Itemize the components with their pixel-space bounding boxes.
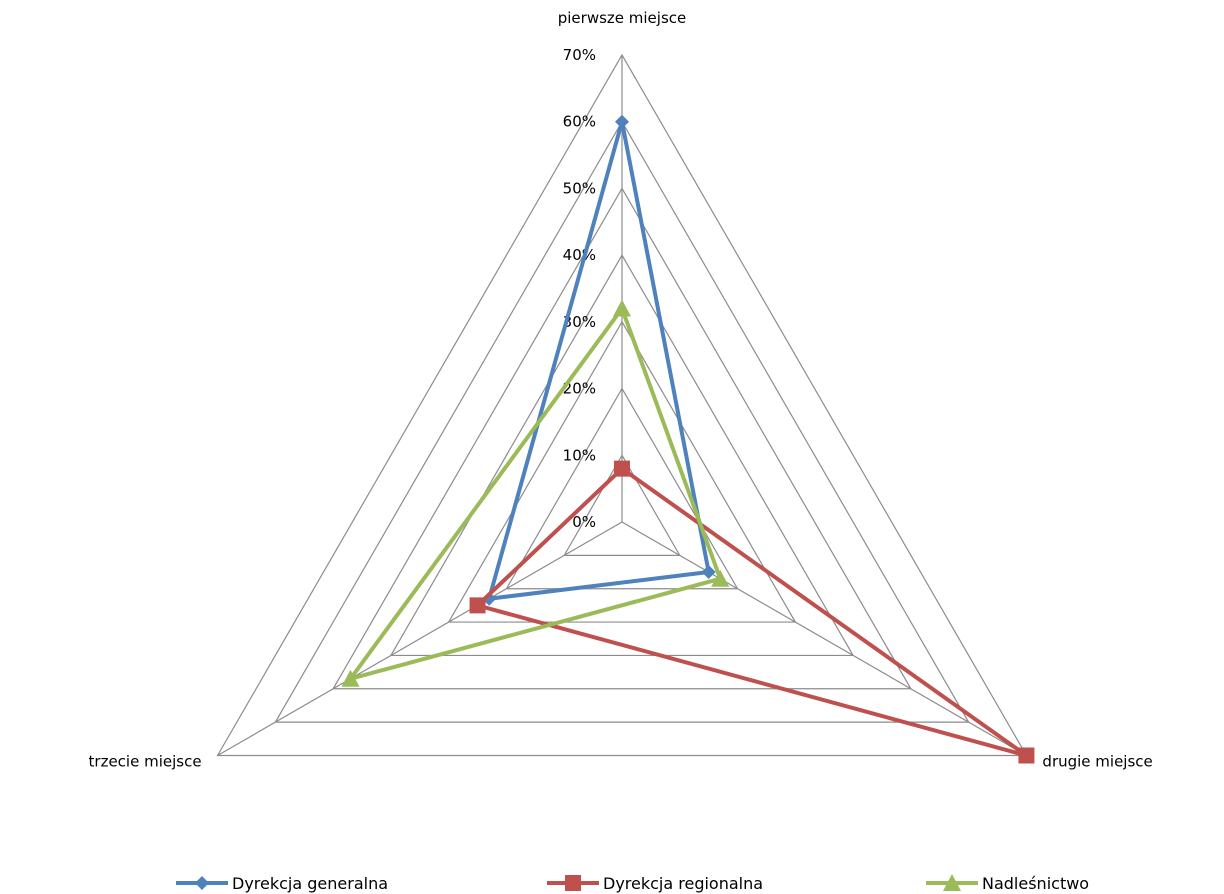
axis-label-left: trzecie miejsce xyxy=(89,753,202,771)
tick-label: 50% xyxy=(563,179,596,197)
grid-ring xyxy=(216,53,1028,757)
tick-label: 40% xyxy=(563,246,596,264)
legend: Dyrekcja generalna Dyrekcja regionalna Nad… xyxy=(176,874,1089,893)
tick-label: 30% xyxy=(563,313,596,331)
data-point-marker xyxy=(614,460,630,477)
grid-ring xyxy=(447,320,797,623)
grid-ring xyxy=(505,387,739,590)
legend-label: Dyrekcja regionalna xyxy=(603,874,763,893)
series-nadleśnictwo xyxy=(341,299,730,687)
legend-item: Dyrekcja regionalna xyxy=(547,874,763,893)
data-point-marker xyxy=(613,299,631,317)
grid-spoke xyxy=(621,521,1027,757)
grid-spoke xyxy=(217,521,623,757)
series-line xyxy=(473,466,1028,758)
axis-label-right: drugie miejsce xyxy=(1042,753,1152,771)
legend-label: Dyrekcja generalna xyxy=(232,874,388,893)
axis-label-top: pierwsze miejsce xyxy=(558,9,687,27)
series-dyrekcja-generalna xyxy=(482,114,716,606)
data-point-marker xyxy=(615,114,629,129)
series-line xyxy=(345,304,723,683)
series-dyrekcja-regionalna xyxy=(469,460,1035,764)
data-point-marker xyxy=(943,874,961,891)
grid-ring xyxy=(332,187,912,690)
grid-ring xyxy=(563,454,681,556)
tick-label: 0% xyxy=(572,513,596,531)
legend-item: Nadleśnictwo xyxy=(926,874,1089,893)
tick-label: 10% xyxy=(563,446,596,464)
tick-label: 70% xyxy=(563,46,596,64)
grid-ring xyxy=(389,253,855,657)
data-point-marker xyxy=(565,875,581,891)
legend-item: Dyrekcja generalna xyxy=(176,874,388,893)
radial-tick-labels: 0% 10% 20% 30% 40% 50% 60% 70% xyxy=(563,46,596,531)
grid-ring xyxy=(274,120,970,723)
data-point-marker xyxy=(711,569,730,587)
series xyxy=(341,114,1035,764)
tick-label: 20% xyxy=(563,380,596,398)
grid xyxy=(216,53,1028,757)
tick-label: 60% xyxy=(563,113,596,131)
data-point-marker xyxy=(1018,747,1035,764)
data-point-marker xyxy=(195,876,209,890)
data-point-marker xyxy=(701,565,716,580)
series-line xyxy=(486,121,712,602)
data-point-marker xyxy=(341,669,360,687)
legend-label: Nadleśnictwo xyxy=(982,874,1089,893)
data-point-marker xyxy=(469,597,486,614)
axis-labels: pierwsze miejsce drugie miejsce trzecie mi… xyxy=(89,9,1153,771)
